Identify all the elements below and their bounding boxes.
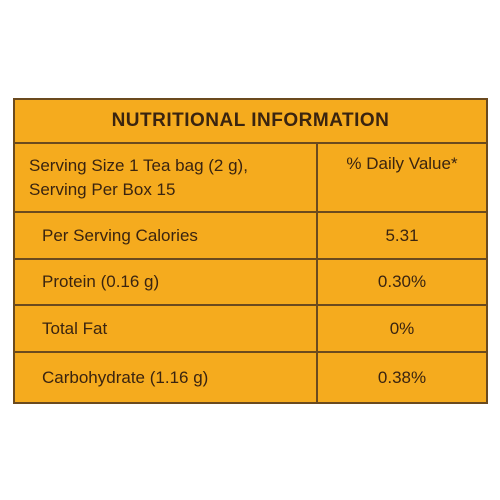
row-value: 0.30% bbox=[377, 272, 427, 291]
daily-value-header: % Daily Value* bbox=[346, 154, 458, 173]
serving-info-cell: Serving Size 1 Tea bag (2 g), Serving Pe… bbox=[15, 144, 318, 211]
row-value: 0% bbox=[389, 318, 415, 338]
table-row: Total Fat 0% bbox=[15, 306, 486, 353]
table-title: NUTRITIONAL INFORMATION bbox=[15, 100, 486, 144]
serving-size-text: Serving Size 1 Tea bag (2 g), bbox=[29, 155, 248, 175]
table-row: Per Serving Calories 5.31 bbox=[15, 213, 486, 260]
table-row: Protein (0.16 g) 0.30% bbox=[15, 260, 486, 306]
row-value: 5.31 bbox=[385, 225, 419, 245]
row-label: Carbohydrate (1.16 g) bbox=[15, 353, 318, 402]
table-row: Carbohydrate (1.16 g) 0.38% bbox=[15, 353, 486, 402]
row-value: 0.38% bbox=[377, 367, 427, 387]
row-label: Per Serving Calories bbox=[15, 213, 318, 258]
nutrition-table: NUTRITIONAL INFORMATION Serving Size 1 T… bbox=[13, 98, 488, 404]
row-label: Total Fat bbox=[15, 306, 318, 351]
servings-per-box-text: Serving Per Box 15 bbox=[29, 179, 176, 199]
header-row: Serving Size 1 Tea bag (2 g), Serving Pe… bbox=[15, 144, 486, 213]
row-label: Protein (0.16 g) bbox=[15, 260, 318, 304]
